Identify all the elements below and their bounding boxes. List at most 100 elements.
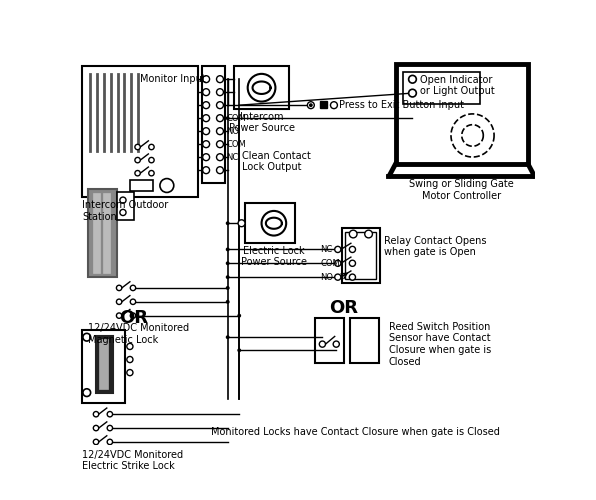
Circle shape [349,274,355,280]
Circle shape [149,158,154,163]
Bar [130,180,153,191]
Text: Relay Contact Opens
when gate is Open: Relay Contact Opens when gate is Open [384,236,486,257]
Circle shape [216,140,224,147]
Circle shape [330,102,337,108]
Circle shape [226,248,229,252]
Circle shape [226,300,229,304]
Circle shape [135,158,140,163]
Bar [403,72,480,104]
Circle shape [248,74,275,102]
Text: Intercom
Power Source: Intercom Power Source [228,112,294,133]
Bar [234,66,289,110]
Text: Reed Switch Position
Sensor have Contact
Closure when gate is
Closed: Reed Switch Position Sensor have Contact… [389,322,491,366]
Bar [82,330,125,404]
Circle shape [149,170,154,176]
Bar [342,228,380,283]
Bar [346,232,376,280]
Circle shape [226,336,229,339]
Bar [320,102,327,108]
Bar [350,318,380,362]
Circle shape [226,275,229,279]
Circle shape [238,220,245,226]
Text: Monitored Locks have Contact Closure when gate is Closed: Monitored Locks have Contact Closure whe… [211,428,499,438]
Circle shape [107,426,113,431]
Circle shape [335,260,341,266]
Circle shape [135,144,140,150]
Circle shape [116,285,122,290]
Circle shape [216,166,224,173]
Bar [99,338,108,389]
Circle shape [365,230,372,238]
Bar [117,192,134,220]
Circle shape [127,370,133,376]
Circle shape [131,285,136,290]
Circle shape [409,90,417,97]
Circle shape [127,356,133,362]
Circle shape [349,246,355,252]
Circle shape [116,299,122,304]
Circle shape [216,114,224,121]
Bar [396,64,528,164]
Circle shape [319,341,325,347]
Text: COM: COM [320,259,340,268]
Bar [93,193,100,272]
Text: Clean Contact
Lock Output: Clean Contact Lock Output [241,151,311,172]
Text: NO: NO [226,126,239,136]
Text: OR: OR [119,310,148,328]
Text: Open Indicator
or Light Output: Open Indicator or Light Output [420,74,495,96]
Text: Electric Lock
Power Source: Electric Lock Power Source [241,246,307,267]
Circle shape [335,246,341,252]
Text: Press to Exit Button Input: Press to Exit Button Input [339,100,464,110]
Circle shape [135,170,140,176]
Circle shape [203,76,210,82]
Bar [201,66,225,183]
Circle shape [203,88,210,96]
Circle shape [203,128,210,134]
Circle shape [203,114,210,121]
Circle shape [149,144,154,150]
Circle shape [309,103,313,107]
Circle shape [216,102,224,108]
Text: NC: NC [320,245,333,254]
Circle shape [226,222,229,225]
Circle shape [83,389,91,396]
Bar [96,336,113,394]
Circle shape [94,439,99,444]
Circle shape [216,76,224,82]
Circle shape [116,313,122,318]
Text: Monitor Input: Monitor Input [140,74,206,84]
Circle shape [409,76,417,83]
Circle shape [131,313,136,318]
Bar [315,318,344,362]
Circle shape [216,128,224,134]
Text: NO: NO [320,272,333,281]
Text: 12/24VDC Monitored
Electric Strike Lock: 12/24VDC Monitored Electric Strike Lock [82,450,184,471]
Text: COM: COM [226,114,246,122]
Circle shape [216,154,224,160]
Circle shape [333,341,339,347]
Circle shape [349,260,355,266]
Circle shape [262,211,286,236]
Circle shape [127,344,133,349]
Circle shape [335,274,341,280]
Circle shape [94,426,99,431]
Circle shape [237,348,241,352]
Circle shape [349,230,357,238]
Circle shape [94,412,99,417]
Circle shape [203,140,210,147]
Circle shape [203,102,210,108]
Bar [88,188,117,277]
Circle shape [131,299,136,304]
Circle shape [308,102,314,108]
Circle shape [216,88,224,96]
Circle shape [226,116,229,120]
Text: Intercom Outdoor
Station: Intercom Outdoor Station [82,200,169,222]
Circle shape [120,197,126,203]
Circle shape [203,166,210,173]
Text: COM: COM [226,140,246,148]
Text: NC: NC [226,152,238,162]
Circle shape [160,178,174,192]
Bar [103,193,110,272]
Text: 12/24VDC Monitored
Magnetic Lock: 12/24VDC Monitored Magnetic Lock [88,324,189,345]
Text: OR: OR [330,298,358,316]
